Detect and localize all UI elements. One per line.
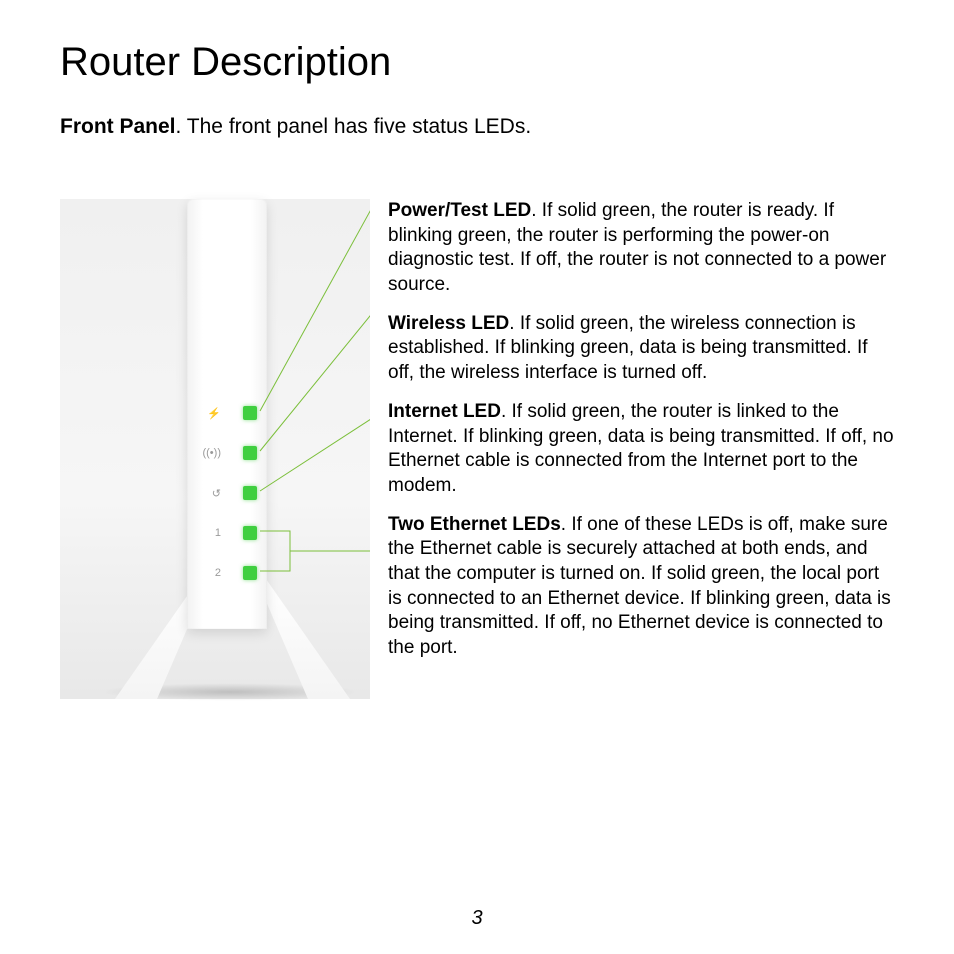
intro-lead: Front Panel [60, 115, 176, 138]
led-label-4: 2 [197, 567, 221, 579]
led-light-2 [243, 486, 257, 500]
led-label-1: ((•)) [197, 447, 221, 459]
callout-line [260, 204, 370, 411]
description-block-0: Power/Test LED. If solid green, the rout… [388, 199, 894, 298]
description-block-2: Internet LED. If solid green, the router… [388, 400, 894, 499]
callout-line [260, 417, 370, 491]
content-row: ⚡ ((•)) ↺ 1 2 Power/Test LED. If solid green… [60, 199, 894, 699]
page-title: Router Description [60, 40, 894, 85]
callout-line [260, 311, 370, 451]
description-lead-2: Internet LED [388, 401, 501, 422]
led-label-3: 1 [197, 527, 221, 539]
callout-line [260, 531, 370, 551]
led-light-3 [243, 526, 257, 540]
led-label-0: ⚡ [197, 407, 221, 420]
led-row-4: 2 [197, 563, 257, 583]
led-label-2: ↺ [197, 487, 221, 500]
description-body-3: . If one of these LEDs is off, make sure… [388, 514, 891, 658]
intro-paragraph: Front Panel. The front panel has five st… [60, 115, 894, 139]
descriptions-column: Power/Test LED. If solid green, the rout… [388, 199, 894, 675]
led-light-1 [243, 446, 257, 460]
led-row-3: 1 [197, 523, 257, 543]
led-row-1: ((•)) [197, 443, 257, 463]
led-row-0: ⚡ [197, 403, 257, 423]
description-lead-1: Wireless LED [388, 313, 509, 334]
description-lead-0: Power/Test LED [388, 200, 531, 221]
led-light-0 [243, 406, 257, 420]
router-body: ⚡ ((•)) ↺ 1 2 [187, 199, 267, 629]
led-row-2: ↺ [197, 483, 257, 503]
intro-rest: . The front panel has five status LEDs. [176, 115, 532, 138]
led-light-4 [243, 566, 257, 580]
router-illustration: ⚡ ((•)) ↺ 1 2 [60, 199, 370, 699]
description-block-1: Wireless LED. If solid green, the wirele… [388, 312, 894, 386]
description-lead-3: Two Ethernet LEDs [388, 514, 561, 535]
description-block-3: Two Ethernet LEDs. If one of these LEDs … [388, 513, 894, 661]
page-number: 3 [0, 907, 954, 930]
